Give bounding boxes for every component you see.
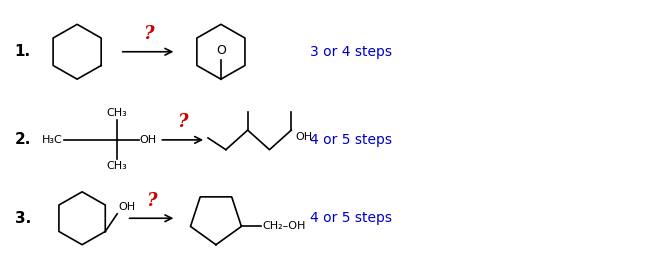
Text: ?: ? xyxy=(146,192,157,210)
Text: 1.: 1. xyxy=(14,44,31,59)
Text: CH₃: CH₃ xyxy=(106,161,127,171)
Text: OH: OH xyxy=(295,132,312,142)
Text: 3 or 4 steps: 3 or 4 steps xyxy=(310,45,392,59)
Text: 2.: 2. xyxy=(14,132,31,147)
Text: ?: ? xyxy=(178,113,188,131)
Text: H₃C: H₃C xyxy=(41,135,62,145)
Text: OH: OH xyxy=(118,202,136,212)
Text: 3.: 3. xyxy=(14,211,31,226)
Text: OH: OH xyxy=(140,135,157,145)
Text: O: O xyxy=(216,44,226,57)
Text: 4 or 5 steps: 4 or 5 steps xyxy=(310,211,392,225)
Text: CH₃: CH₃ xyxy=(106,108,127,118)
Text: 4 or 5 steps: 4 or 5 steps xyxy=(310,133,392,147)
Text: ?: ? xyxy=(143,25,153,43)
Text: CH₂–OH: CH₂–OH xyxy=(262,221,306,231)
